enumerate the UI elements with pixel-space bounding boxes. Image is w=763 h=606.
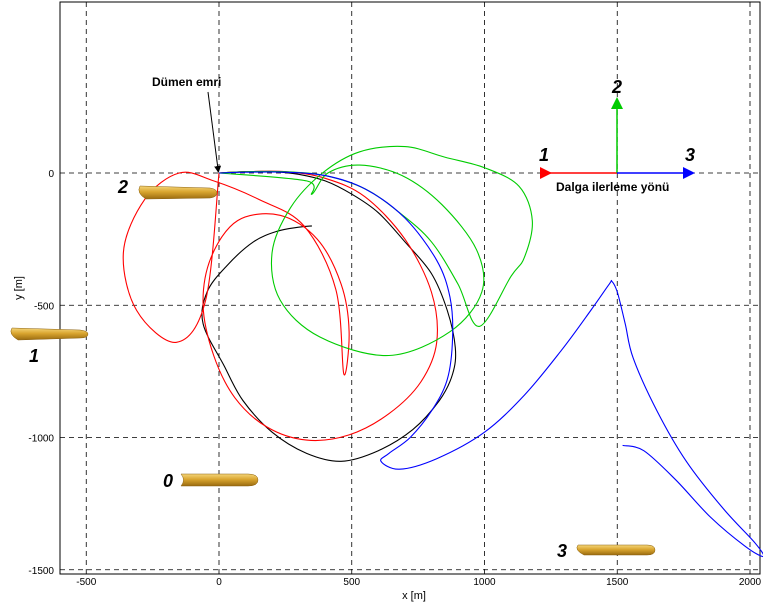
x-axis-label: x [m]: [402, 590, 426, 602]
series-line-0: [201, 170, 457, 462]
ship-icon-0: [180, 473, 259, 487]
x-tick-label: 500: [343, 577, 360, 588]
ship-label-3: 3: [557, 541, 567, 561]
wave-arrow-label-2: 2: [611, 77, 622, 97]
y-tick-label: 0: [48, 169, 54, 180]
x-tick-label: 0: [216, 577, 222, 588]
y-axis-label: y [m]: [13, 276, 25, 300]
rudder-command-arrow: [207, 91, 222, 173]
series-line-2: [218, 145, 533, 357]
y-tick-label: -500: [34, 301, 54, 312]
rudder-command-label: Dümen emri: [152, 75, 221, 89]
x-tick-label: 1000: [473, 577, 496, 588]
ship-label-1: 1: [29, 346, 39, 366]
x-tick-label: -500: [76, 577, 96, 588]
ship-icon-1: [10, 327, 89, 341]
tick-labels: -500 0 500 1000 1500 2000 0 -500 -1000 -1500: [28, 169, 761, 588]
wave-direction-label: Dalga ilerleme yönü: [556, 180, 669, 194]
ship-icon-2: [138, 185, 218, 200]
ship-icon-3: [576, 544, 656, 556]
series-line-3: [218, 171, 763, 558]
wave-arrow-label-3: 3: [685, 145, 695, 165]
x-tick-label: 2000: [739, 577, 762, 588]
ship-label-0: 0: [163, 471, 173, 491]
wave-arrow-label-1: 1: [539, 145, 549, 165]
plot-area: [59, 1, 761, 575]
y-tick-label: -1000: [28, 434, 54, 445]
ship-label-2: 2: [117, 177, 128, 197]
x-tick-label: 1500: [606, 577, 629, 588]
y-tick-label: -1500: [28, 566, 54, 577]
